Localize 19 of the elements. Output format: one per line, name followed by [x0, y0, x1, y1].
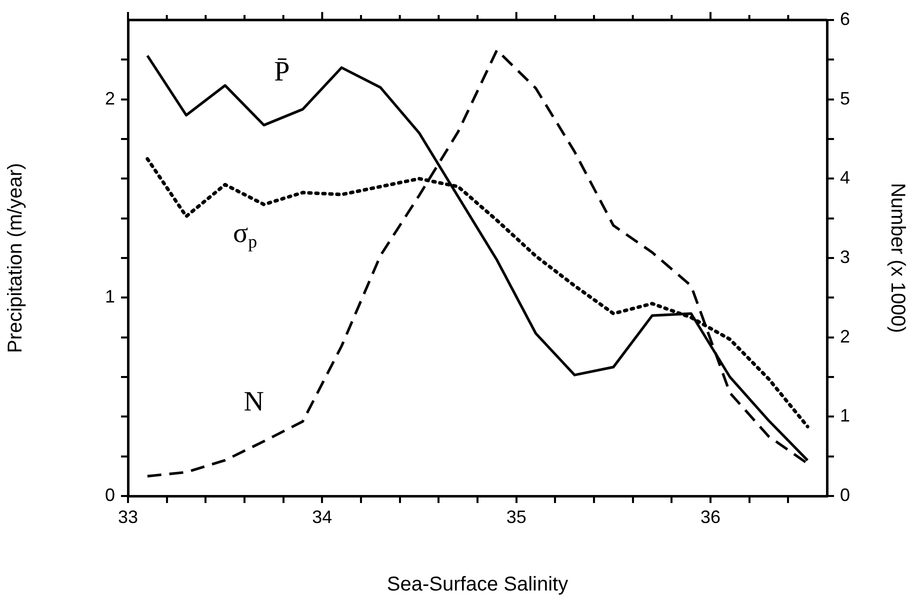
y-tick-label: 1: [104, 286, 115, 307]
y2-tick-label: 4: [840, 168, 850, 188]
x-tick-label: 33: [118, 506, 138, 527]
series-label: P̄: [274, 56, 290, 88]
y2-axis-title: Number (x 1000): [886, 182, 908, 334]
y2-tick-label: 1: [840, 406, 850, 426]
y-axis-title: Precipitation (m/year): [4, 162, 27, 354]
x-tick-label: 36: [700, 506, 721, 527]
series-label: N: [244, 386, 264, 418]
y2-tick-label: 5: [840, 88, 850, 108]
x-tick-label: 34: [312, 506, 332, 527]
y2-tick-label: 2: [840, 326, 850, 346]
x-axis-title: Sea-Surface Salinity: [386, 574, 568, 596]
y-tick-label: 0: [104, 484, 115, 505]
y2-tick-label: 3: [840, 246, 850, 267]
y-tick-label: 2: [104, 88, 115, 108]
x-tick-label: 35: [506, 506, 526, 527]
y2-tick-label: 0: [840, 484, 850, 505]
y2-tick-label: 6: [840, 8, 850, 29]
